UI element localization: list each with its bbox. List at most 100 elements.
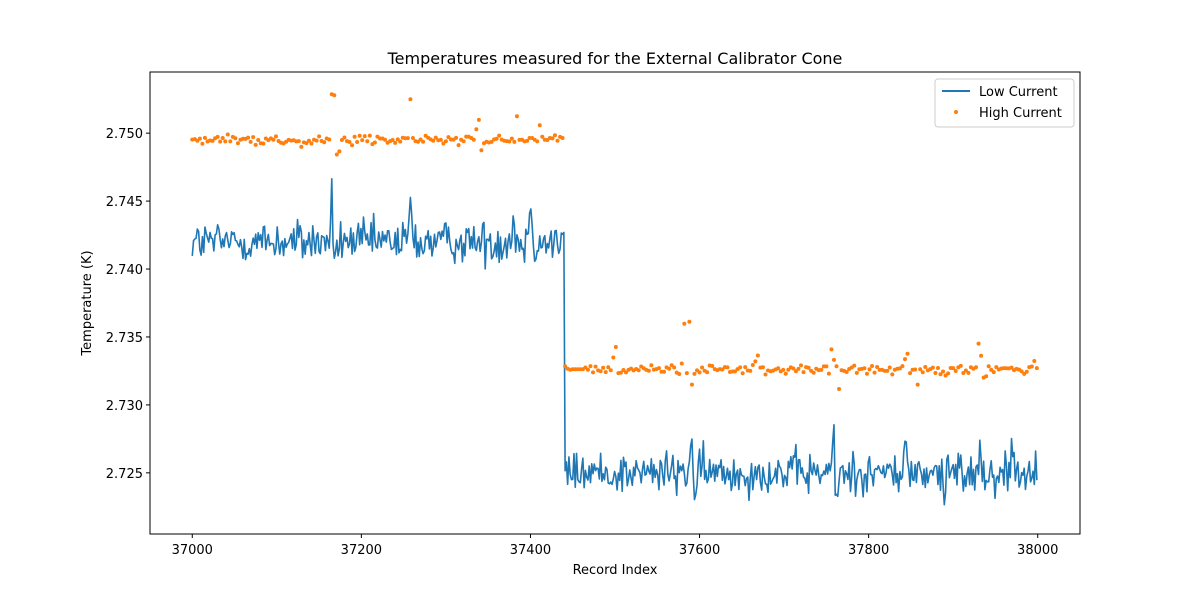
high-current-point xyxy=(405,136,410,141)
high-current-point xyxy=(550,136,555,141)
high-current-point xyxy=(372,140,377,145)
high-current-point xyxy=(908,371,913,376)
high-current-point xyxy=(753,359,758,364)
high-current-point xyxy=(994,365,999,370)
high-current-point xyxy=(233,136,238,141)
high-current-point xyxy=(598,369,603,374)
high-current-point xyxy=(251,135,256,140)
high-current-point xyxy=(946,371,951,376)
high-current-point xyxy=(398,139,403,144)
high-current-point xyxy=(872,370,877,375)
high-current-point xyxy=(875,365,880,370)
high-current-point xyxy=(700,365,705,370)
high-current-point xyxy=(347,140,352,145)
high-current-point xyxy=(689,382,694,387)
y-tick-label: 2.740 xyxy=(106,263,143,278)
high-current-point xyxy=(357,133,362,138)
high-current-point xyxy=(339,138,344,143)
high-current-point xyxy=(725,365,730,370)
high-current-point xyxy=(474,127,479,132)
high-current-point xyxy=(738,365,743,370)
high-current-point xyxy=(1032,359,1037,363)
high-current-point xyxy=(986,364,991,369)
high-current-point xyxy=(885,368,890,373)
high-current-point xyxy=(867,367,872,372)
high-current-point xyxy=(902,357,907,362)
high-current-point xyxy=(748,368,753,373)
high-current-point xyxy=(864,371,869,376)
high-current-point xyxy=(606,365,611,370)
high-current-point xyxy=(555,138,560,143)
high-current-point xyxy=(923,364,928,369)
high-current-point xyxy=(443,139,448,144)
high-current-point xyxy=(215,134,220,139)
high-current-point xyxy=(421,139,426,144)
high-current-point xyxy=(991,370,996,375)
high-current-point xyxy=(431,138,436,143)
high-current-point xyxy=(261,141,266,146)
high-current-point xyxy=(537,123,542,128)
high-current-point xyxy=(799,363,803,368)
high-current-point xyxy=(476,117,481,122)
high-current-point xyxy=(393,140,398,145)
x-tick-label: 37600 xyxy=(679,543,720,558)
high-current-point xyxy=(202,135,207,140)
x-tick-label: 37400 xyxy=(510,543,551,558)
high-current-point xyxy=(408,97,413,102)
y-axis: 2.725 2.730 2.735 2.740 2.745 2.750 xyxy=(106,127,150,482)
high-current-point xyxy=(763,372,768,377)
high-current-point xyxy=(228,139,233,144)
high-current-point xyxy=(755,353,760,358)
high-current-point xyxy=(837,387,842,391)
high-current-point xyxy=(697,370,702,375)
high-current-point xyxy=(677,372,682,377)
high-current-point xyxy=(611,355,616,360)
high-current-point xyxy=(210,138,215,143)
high-current-point xyxy=(811,370,816,375)
high-current-point xyxy=(623,370,628,375)
high-current-point xyxy=(304,141,309,146)
high-current-point xyxy=(322,140,327,145)
high-current-point xyxy=(682,321,687,326)
high-current-point xyxy=(220,136,225,140)
high-current-point xyxy=(831,357,836,362)
high-current-point xyxy=(776,366,781,371)
high-current-point xyxy=(951,366,956,371)
high-current-point xyxy=(662,369,667,374)
high-current-point xyxy=(915,382,920,387)
high-current-point xyxy=(273,134,278,139)
high-current-point xyxy=(941,369,946,374)
high-current-point xyxy=(535,139,540,144)
high-current-point xyxy=(720,367,725,372)
high-current-point xyxy=(740,371,745,376)
high-current-point xyxy=(334,152,339,157)
high-current-point xyxy=(367,133,372,138)
high-current-point xyxy=(433,135,438,140)
high-current-point xyxy=(253,142,258,147)
high-current-point xyxy=(235,141,240,146)
high-current-point xyxy=(552,133,557,138)
high-current-point xyxy=(930,365,935,370)
high-current-point xyxy=(953,368,958,373)
high-current-point xyxy=(976,341,981,346)
high-current-point xyxy=(819,367,824,372)
x-tick-label: 37000 xyxy=(172,543,213,558)
high-current-point xyxy=(649,363,654,368)
high-current-point xyxy=(829,347,834,352)
high-current-point xyxy=(591,370,596,375)
high-current-point xyxy=(563,364,568,369)
high-current-point xyxy=(608,368,613,373)
high-current-point xyxy=(672,365,677,370)
high-current-point xyxy=(438,137,443,142)
high-current-point xyxy=(618,370,623,375)
high-current-point xyxy=(593,364,598,369)
high-current-point xyxy=(791,366,796,371)
high-current-point xyxy=(933,371,938,376)
high-current-point xyxy=(684,371,689,376)
high-current-point xyxy=(710,364,715,369)
high-current-point xyxy=(705,370,710,375)
high-current-point xyxy=(656,366,661,371)
high-current-point xyxy=(897,366,902,371)
plot-frame xyxy=(149,71,1081,535)
